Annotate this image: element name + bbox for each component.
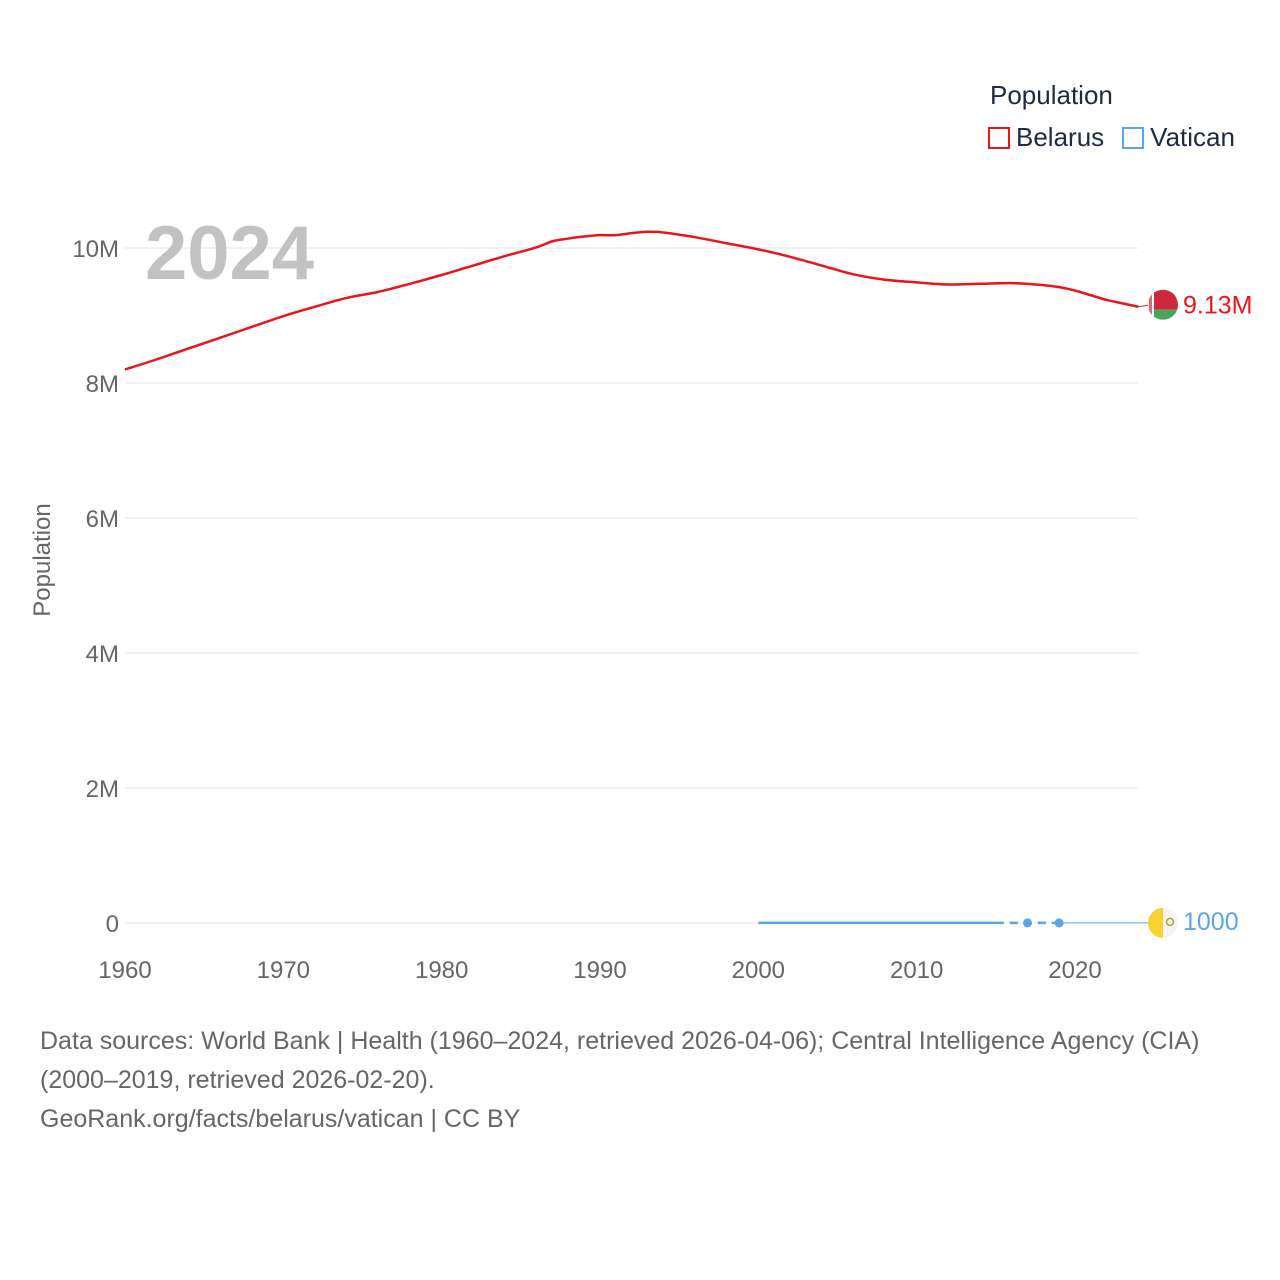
x-tick-label: 1980	[415, 957, 468, 984]
vatican-end-label: 1000	[1183, 908, 1239, 936]
series-line-belarus	[124, 230, 1139, 371]
x-tick-label: 1970	[257, 957, 310, 984]
axes: 0 2M 4M 6M 8M 10M 1960 1970 1980 1990 2000 2010 2020	[72, 236, 1101, 984]
belarus-flag-red	[1148, 289, 1178, 310]
belarus-flag-green	[1148, 309, 1178, 320]
y-tick-label: 2M	[86, 776, 119, 803]
y-tick-label: 8M	[86, 371, 119, 398]
belarus-flag-ornament-pattern	[1149, 291, 1152, 318]
series	[124, 230, 1153, 928]
legend-title: Population	[990, 80, 1113, 110]
legend-swatch-belarus	[988, 126, 1010, 149]
x-tick-label: 2010	[890, 957, 943, 984]
vatican-flag-emblem	[1165, 917, 1175, 927]
data-sources-line-1: Data sources: World Bank | Health (1960–…	[40, 1027, 1200, 1055]
x-tick-label: 1990	[573, 957, 626, 984]
belarus-end-label: 9.13M	[1183, 292, 1252, 320]
end-labels: 9.13M 1000	[1148, 289, 1252, 938]
series-point-vatican	[1054, 918, 1064, 928]
vatican-flag-white	[1163, 907, 1178, 938]
y-axis-title: Population	[29, 503, 56, 617]
y-tick-label: 0	[106, 911, 119, 938]
x-tick-label: 2020	[1048, 957, 1101, 984]
vatican-flag-yellow	[1148, 907, 1163, 938]
legend-item-belarus[interactable]: Belarus	[988, 122, 1104, 153]
y-tick-label: 4M	[86, 641, 119, 668]
gridlines	[125, 247, 1138, 924]
x-tick-label: 1960	[98, 957, 151, 984]
vatican-flag-icon	[1148, 907, 1178, 938]
x-tick-label: 2000	[732, 957, 785, 984]
y-tick-label: 10M	[72, 236, 119, 263]
legend-label-belarus: Belarus	[1016, 122, 1105, 152]
legend-label-vatican: Vatican	[1150, 122, 1235, 152]
legend: Belarus Vatican	[988, 122, 1253, 153]
legend-item-vatican[interactable]: Vatican	[1122, 122, 1235, 153]
legend-swatch-vatican	[1122, 126, 1145, 149]
year-watermark: 2024	[145, 211, 315, 296]
footer: Data sources: World Bank | Health (1960–…	[40, 1022, 1250, 1139]
attribution-link[interactable]: GeoRank.org/facts/belarus/vatican | CC B…	[40, 1105, 521, 1133]
data-sources-line-2: (2000–2019, retrieved 2026-02-20).	[40, 1066, 435, 1094]
belarus-flag-icon	[1148, 289, 1178, 320]
series-point-vatican	[1023, 918, 1032, 928]
y-tick-label: 6M	[86, 506, 119, 533]
